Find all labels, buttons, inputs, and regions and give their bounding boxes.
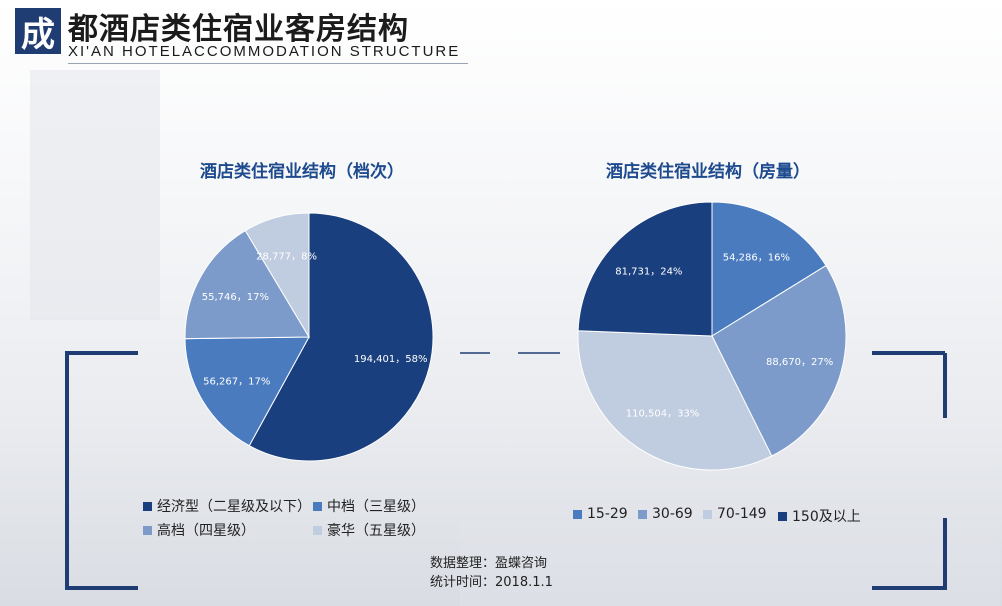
- chart-title-rooms: 酒店类住宿业结构（房量）: [606, 162, 810, 182]
- legend-swatch-economy: [143, 501, 152, 511]
- legend-swatch-30-69: [638, 509, 647, 519]
- legend-swatch-luxury: [313, 525, 322, 535]
- pie-chart-grade: 194,401，58% 56,267，17% 55,746，17% 28,777，8%: [184, 212, 434, 462]
- legend-label-midscale: 中档（三星级）: [327, 499, 425, 515]
- legend-swatch-upscale: [143, 525, 152, 535]
- legend-item-150-plus: 150及以上: [778, 506, 861, 526]
- grade-slice-0: [248, 212, 434, 462]
- grade-slice-3: [244, 212, 310, 339]
- grade-slice-label-2: 55,746，17%: [202, 292, 269, 303]
- legend-label-150-plus: 150及以上: [792, 509, 861, 525]
- frame-brackets: [65, 351, 947, 590]
- grade-slice-label-0: 194,401，58%: [354, 354, 428, 365]
- legend-label-luxury: 豪华（五星级）: [327, 523, 425, 539]
- grade-slice-label-3: 28,777，8%: [256, 252, 317, 263]
- rooms-slice-0: [711, 201, 827, 337]
- frame-bracket-left: [65, 351, 138, 590]
- stat-date-note: 统计时间：2018.1.1: [430, 575, 553, 590]
- rooms-slice-label-3: 81,731，24%: [615, 266, 682, 277]
- grade-slice-label-1: 56,267，17%: [203, 376, 270, 387]
- legend-item-economy: 经济型（二星级及以下）: [143, 496, 311, 516]
- legend-swatch-midscale: [313, 501, 322, 511]
- slide-header: 成 都酒店类住宿业客房结构 XI'AN HOTELACCOMMODATION S…: [0, 0, 1002, 64]
- legend-label-70-149: 70-149: [717, 506, 767, 522]
- legend-item-30-69: 30-69: [638, 506, 693, 522]
- legend-label-upscale: 高档（四星级）: [157, 523, 255, 539]
- legend-label-15-29: 15-29: [587, 506, 628, 522]
- source-note: 数据整理：盈蝶咨询: [430, 556, 548, 571]
- rooms-slice-1: [711, 264, 847, 457]
- page-subtitle: XI'AN HOTELACCOMMODATION STRUCTURE: [68, 43, 461, 60]
- rooms-slice-label-0: 54,286，16%: [723, 252, 790, 263]
- rooms-slice-label-1: 88,670，27%: [766, 357, 833, 368]
- legend-item-luxury: 豪华（五星级）: [313, 520, 425, 540]
- rooms-slice-label-2: 110,504，33%: [626, 409, 700, 420]
- legend-swatch-70-149: [703, 509, 712, 519]
- frame-bracket-right-bottom: [872, 518, 947, 590]
- grade-slice-2: [184, 229, 310, 340]
- rooms-slice-2: [577, 330, 773, 471]
- title-badge: 成: [15, 8, 61, 55]
- rooms-slice-3: [577, 201, 713, 337]
- legend-item-15-29: 15-29: [573, 506, 628, 522]
- legend-label-economy: 经济型（二星级及以下）: [157, 499, 311, 515]
- background-building: [30, 70, 160, 320]
- legend-swatch-150-plus: [778, 511, 787, 521]
- pie-chart-rooms: 54,286，16% 88,670，27% 110,504，33% 81,731，24…: [577, 201, 847, 471]
- header-divider: [68, 63, 468, 64]
- page-title: 都酒店类住宿业客房结构: [68, 12, 409, 47]
- legend-item-midscale: 中档（三星级）: [313, 496, 425, 516]
- legend-label-30-69: 30-69: [652, 506, 693, 522]
- background-furniture: [460, 520, 1000, 606]
- legend-swatch-15-29: [573, 509, 582, 519]
- legend-item-upscale: 高档（四星级）: [143, 520, 255, 540]
- legend-item-70-149: 70-149: [703, 506, 767, 522]
- grade-slice-1: [184, 336, 310, 447]
- chart-title-grade: 酒店类住宿业结构（档次）: [200, 162, 404, 182]
